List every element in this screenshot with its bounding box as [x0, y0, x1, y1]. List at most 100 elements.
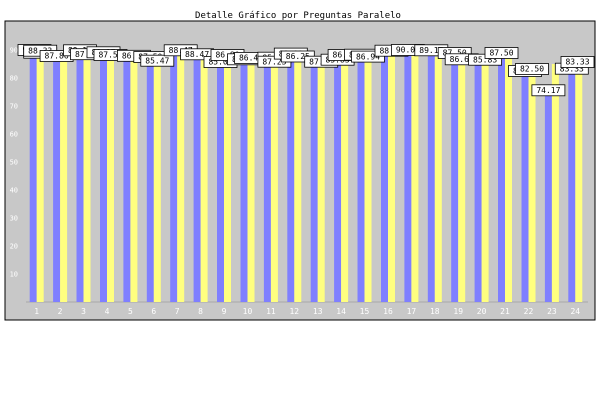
bar-series-2-20: [481, 61, 489, 303]
bar-series-1-10: [240, 59, 248, 302]
bar-series-2-7: [177, 54, 185, 302]
x-tick-label: 19: [453, 307, 463, 316]
bar-series-2-14: [341, 59, 349, 302]
x-tick-label: 12: [289, 307, 299, 316]
bar-series-2-1: [36, 54, 44, 303]
x-tick-label: 6: [151, 307, 156, 316]
x-tick-label: 24: [570, 307, 580, 316]
bar-series-2-10: [247, 59, 255, 303]
x-tick-label: 21: [500, 307, 510, 316]
bar-series-1-4: [100, 52, 107, 302]
y-tick-label: 80: [10, 75, 18, 83]
x-tick-label: 20: [477, 307, 487, 316]
y-tick-label: 50: [10, 159, 18, 167]
x-tick-label: 8: [198, 307, 203, 316]
bar-series-1-2: [53, 56, 61, 302]
x-tick-label: 17: [407, 307, 417, 316]
bar-series-2-23: [551, 64, 559, 302]
data-label-box: [484, 47, 519, 59]
bar-series-1-9: [217, 64, 224, 302]
bar-series-2-22: [528, 71, 536, 302]
x-tick-label: 10: [243, 307, 253, 316]
y-tick-label: 60: [10, 131, 18, 139]
bar-series-1-1: [29, 50, 37, 302]
data-label-text: 85.47: [145, 56, 169, 65]
bar-series-1-20: [474, 59, 482, 302]
data-label: 74.17: [531, 84, 566, 97]
x-tick-label: 11: [266, 307, 276, 316]
data-label-text: 87.50: [98, 51, 122, 60]
x-tick-label: 23: [547, 307, 557, 316]
bar-series-2-18: [434, 57, 442, 302]
data-label: 85.47: [140, 54, 175, 67]
bar-series-2-15: [364, 58, 372, 302]
data-label-text: 85.83: [473, 55, 497, 64]
data-label-box: [560, 56, 595, 68]
bar-series-2-4: [107, 57, 114, 302]
bar-series-1-21: [498, 57, 505, 302]
data-label: 87.50: [484, 47, 519, 59]
x-tick-label: 16: [383, 307, 393, 316]
data-label-text: 86.46: [239, 54, 263, 63]
bar-series-1-17: [404, 50, 412, 302]
bar-series-1-13: [310, 58, 318, 302]
data-label-text: 83.33: [565, 58, 589, 67]
x-tick-label: 22: [524, 307, 534, 316]
x-tick-label: 15: [360, 307, 370, 316]
data-label-box: [531, 84, 566, 97]
data-labels-group: 90.0085.6788.3387.8689.1787.0889.1787.50…: [17, 44, 595, 97]
data-label-text: 87.86: [45, 52, 69, 61]
bar-series-2-3: [83, 58, 91, 303]
x-tick-label: 9: [222, 307, 227, 316]
x-tick-label: 5: [128, 307, 133, 316]
y-ticks-group: 10 20 30 40 50 60 70 80 90: [10, 47, 18, 279]
bar-series-1-11: [263, 57, 271, 302]
bar-series-1-6: [146, 57, 154, 302]
x-tick-label: 13: [313, 307, 323, 316]
x-tick-label: 18: [430, 307, 440, 316]
bar-series-1-16: [381, 54, 388, 303]
data-label-text: 87.23: [262, 57, 286, 66]
bar-series-2-21: [505, 57, 512, 302]
x-tick-label: 3: [81, 307, 86, 316]
bar-series-2-11: [270, 61, 278, 303]
bar-series-2-12: [294, 60, 302, 302]
data-label-text: 90.00: [396, 46, 420, 55]
chart-title: Detalle Gráfico por Preguntas Paralelo: [195, 11, 401, 21]
x-tick-label: 1: [34, 307, 39, 316]
bar-series-1-23: [544, 94, 552, 302]
data-label-box: [515, 63, 549, 75]
y-tick-label: 10: [10, 271, 18, 279]
data-label-text: 82.50: [520, 65, 544, 74]
bar-series-2-13: [317, 61, 325, 303]
bar-series-1-22: [521, 71, 529, 302]
bar-series-1-3: [76, 52, 84, 302]
x-tick-label: 14: [336, 307, 346, 316]
bar-series-2-5: [130, 59, 138, 302]
y-tick-label: 90: [10, 47, 18, 55]
bars-group: [29, 50, 583, 303]
bar-series-2-9: [224, 59, 231, 302]
bar-series-1-5: [123, 57, 131, 302]
data-label-text: 87.50: [443, 49, 467, 58]
x-tick-label: 7: [175, 307, 180, 316]
bar-series-2-19: [458, 59, 466, 302]
x-tick-label: 4: [105, 307, 110, 316]
data-label-text: 86.67: [450, 55, 474, 64]
data-label-text: 88.47: [185, 50, 209, 59]
data-label-text: 83.33: [560, 64, 584, 73]
bar-series-2-16: [388, 54, 395, 303]
bar-series-2-2: [60, 56, 68, 302]
bar-series-2-24: [575, 64, 583, 302]
y-tick-label: 30: [10, 215, 18, 223]
data-label-text: 89.17: [419, 46, 443, 55]
bar-series-1-8: [193, 54, 201, 302]
data-label: 83.33: [560, 56, 595, 68]
y-tick-label: 20: [10, 243, 18, 251]
data-label-text: 74.17: [536, 86, 560, 95]
data-label-text: 86.94: [356, 52, 380, 61]
bar-series-2-17: [411, 52, 419, 302]
data-label-text: 85.00: [208, 58, 232, 67]
y-tick-label: 40: [10, 187, 18, 195]
